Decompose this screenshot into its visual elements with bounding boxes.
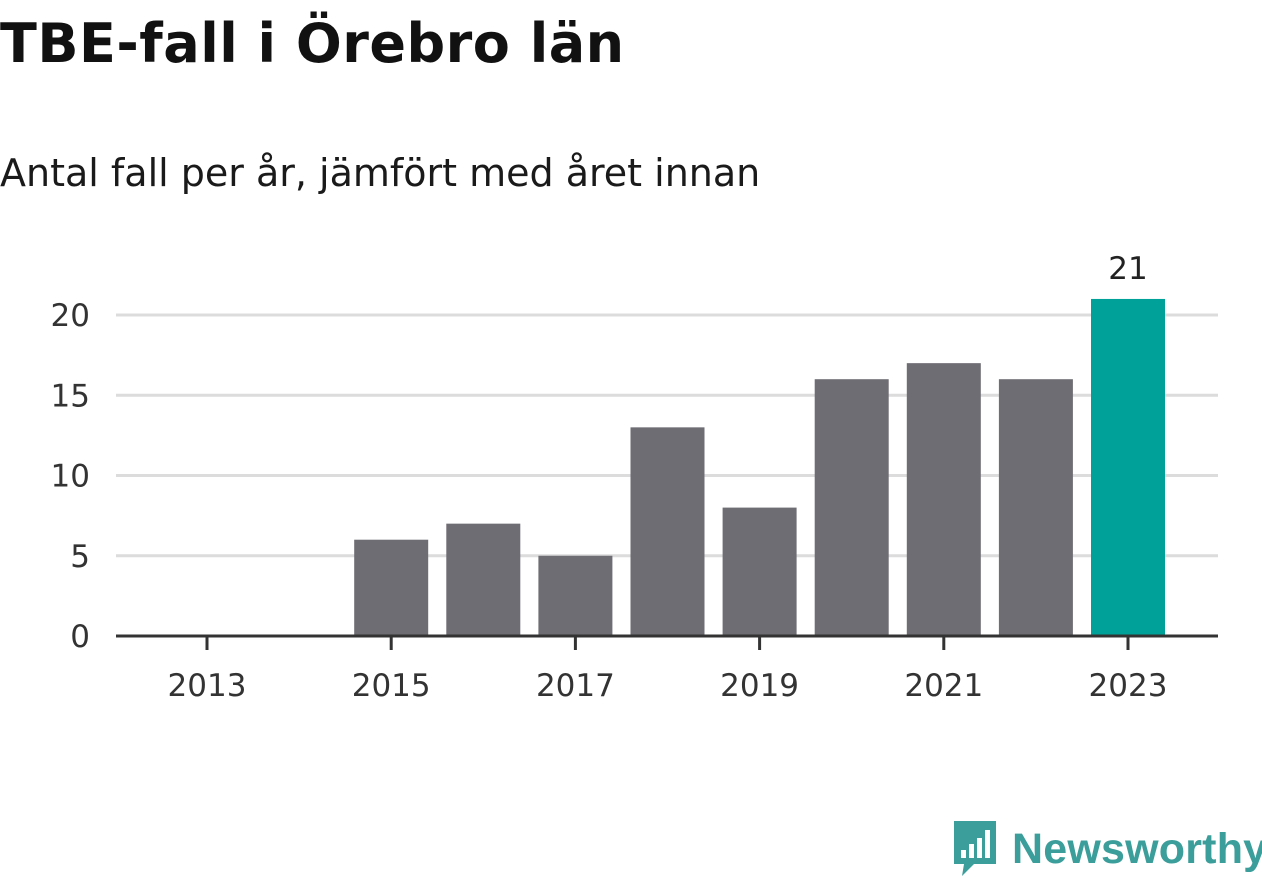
x-tick-label: 2013 [168,668,247,704]
chart-title: TBE-fall i Örebro län [0,12,625,75]
y-tick-label: 0 [70,619,90,655]
y-tick-label: 20 [51,298,90,334]
bars [354,298,1165,636]
bar-2022 [998,379,1073,636]
x-tick-label: 2019 [720,668,799,704]
bar-2021 [906,363,981,636]
bar-2016 [446,523,521,636]
bar-2019 [722,507,797,636]
y-tick-label: 15 [51,378,90,414]
x-tick-label: 2015 [352,668,431,704]
brand-logo: Newsworthy [950,818,1262,880]
x-tick-label: 2017 [536,668,615,704]
y-tick-label: 10 [51,459,90,495]
axes [116,634,1218,650]
bar-2015 [354,539,429,636]
x-tick-label: 2023 [1089,668,1168,704]
data-label-2023: 21 [1108,251,1147,287]
bar-2023 [1091,298,1165,636]
newsworthy-logo-icon [954,821,996,876]
bar-2018 [630,427,705,636]
bar-2020 [814,379,889,636]
chart-subtitle: Antal fall per år, jämfört med året inna… [0,151,761,195]
brand-name: Newsworthy [1012,824,1262,873]
bar-2017 [538,555,613,636]
y-tick-label: 5 [70,539,90,575]
labels: 0 5 10 15 20 2013 2015 2017 2019 2021 2023 21 [51,251,1168,704]
x-tick-label: 2021 [904,668,983,704]
